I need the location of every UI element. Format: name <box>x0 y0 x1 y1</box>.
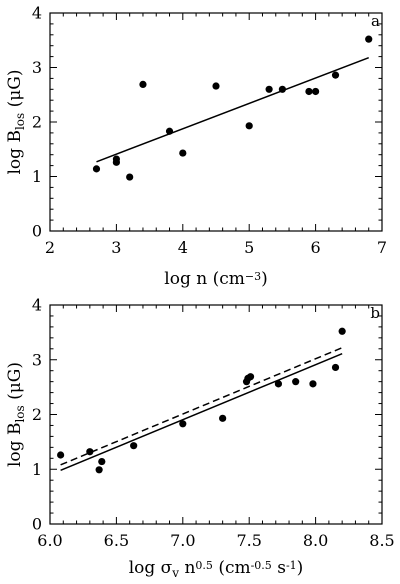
data-point <box>95 466 103 474</box>
x-tick-label: 4 <box>178 238 188 257</box>
chart-panel-a: 2 3 4 5 6 7 0 1 2 3 4 a log n (cm−3) log Blos (μG) <box>5 4 387 290</box>
data-point <box>212 82 220 90</box>
data-point <box>338 327 346 335</box>
plot-frame <box>49 12 383 232</box>
data-point <box>126 173 134 181</box>
x-axis-title: log σv n0.5 (cm-0.5 s-1) <box>129 558 304 580</box>
data-point <box>246 373 255 381</box>
data-point <box>139 80 147 88</box>
data-point <box>265 85 273 93</box>
plot-frame <box>49 304 383 525</box>
x-tick-label: 6.0 <box>37 531 62 550</box>
data-point <box>179 420 187 428</box>
data-point <box>98 457 106 466</box>
y-axis-title: log Blos (μG) <box>5 69 27 174</box>
data-point <box>57 451 65 459</box>
data-point <box>112 158 120 166</box>
y-tick-label: 3 <box>32 350 42 369</box>
solid-fit-line <box>96 56 369 163</box>
data-point <box>274 380 283 388</box>
y-tick-label: 1 <box>32 167 42 186</box>
data-point <box>331 363 340 372</box>
y-tick-label: 3 <box>32 58 42 77</box>
data-point <box>365 35 373 43</box>
data-point <box>219 414 227 422</box>
y-tick-label: 4 <box>32 4 42 23</box>
x-tick-label: 8.0 <box>303 531 328 550</box>
x-tick-label: 6 <box>311 238 321 257</box>
data-point <box>179 149 187 157</box>
x-tick-label: 3 <box>111 238 121 257</box>
x-tick-label: 2 <box>45 238 55 257</box>
y-tick-label: 1 <box>32 460 42 479</box>
panel-label: a <box>371 12 380 30</box>
x-axis-title: log n (cm−3) <box>164 269 267 289</box>
data-point <box>245 122 253 130</box>
solid-fit-line <box>60 353 343 472</box>
y-tick-label: 2 <box>32 405 42 424</box>
y-tick-label: 0 <box>32 222 42 241</box>
data-point <box>312 87 320 96</box>
x-tick-label: 5 <box>244 238 254 257</box>
chart-panel-b: 6.0 6.5 7.0 7.5 8.0 8.5 0 1 2 3 4 b log σv n0.5 (cm-… <box>5 296 395 580</box>
data-point <box>292 378 300 386</box>
y-tick-label: 4 <box>32 296 42 315</box>
y-axis-title: log Blos (μG) <box>5 362 27 467</box>
x-tick-label: 7.5 <box>236 531 261 550</box>
y-tick-label: 2 <box>32 113 42 132</box>
data-point <box>92 165 101 173</box>
panel-label: b <box>370 304 380 322</box>
x-tick-label: 8.5 <box>369 531 394 550</box>
data-point <box>86 448 94 456</box>
data-point <box>130 442 138 450</box>
x-tick-label: 6.5 <box>104 531 129 550</box>
data-point <box>309 380 317 388</box>
x-tick-label: 7 <box>377 238 387 257</box>
y-tick-label: 0 <box>32 515 42 534</box>
dashed-fit-line <box>60 347 343 466</box>
data-point <box>331 71 340 79</box>
x-tick-label: 7.0 <box>170 531 195 550</box>
data-point <box>305 87 313 96</box>
